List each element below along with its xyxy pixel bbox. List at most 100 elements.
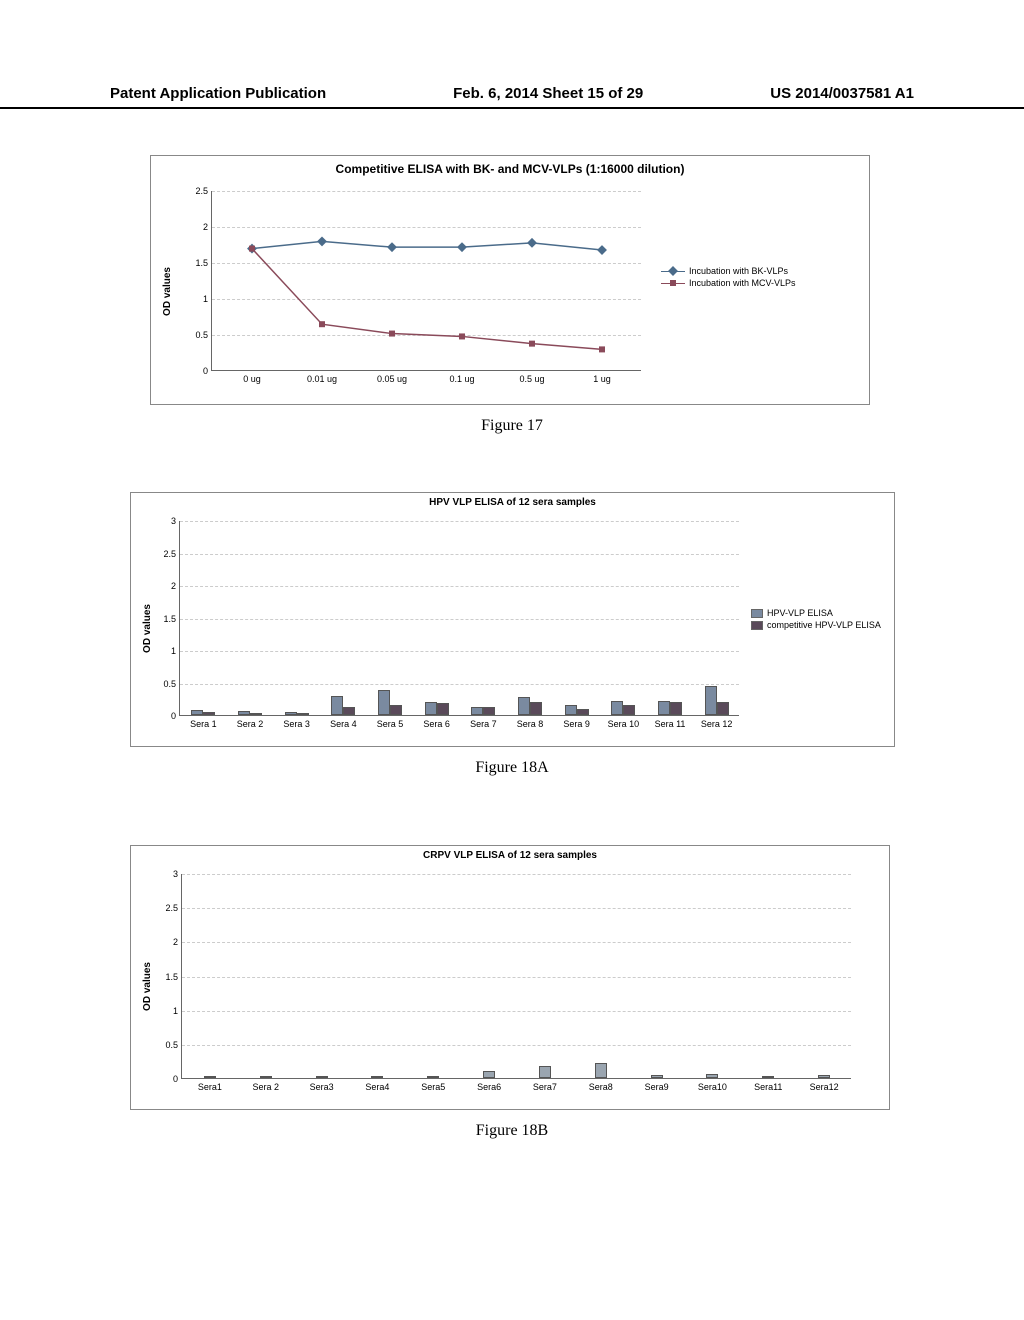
x-tick-label: 0.5 ug	[519, 374, 544, 384]
x-tick-label: Sera 7	[470, 719, 497, 729]
legend-label: HPV-VLP ELISA	[767, 608, 833, 618]
y-tick-label: 2	[203, 222, 208, 232]
plot-area: 00.511.522.50 ug0.01 ug0.05 ug0.1 ug0.5 …	[211, 191, 641, 371]
y-tick-label: 1	[173, 1006, 178, 1016]
chart-legend: HPV-VLP ELISA competitive HPV-VLP ELISA	[751, 608, 881, 632]
y-tick-label: 1	[203, 294, 208, 304]
x-tick-label: Sera 4	[330, 719, 357, 729]
series-line	[252, 241, 602, 250]
plot-area: 00.511.522.53Sera1Sera 2Sera3Sera4Sera5S…	[181, 874, 851, 1079]
x-tick-label: Sera 12	[701, 719, 733, 729]
x-tick-label: Sera 8	[517, 719, 544, 729]
gridline	[180, 619, 739, 620]
diamond-marker-icon	[457, 242, 467, 252]
bar	[260, 1076, 272, 1078]
y-tick-label: 2	[173, 937, 178, 947]
y-tick-label: 0.5	[165, 1040, 178, 1050]
x-tick-label: Sera 2	[252, 1082, 279, 1092]
bar	[651, 1075, 663, 1078]
x-tick-label: 0.1 ug	[449, 374, 474, 384]
legend-label: competitive HPV-VLP ELISA	[767, 620, 881, 630]
bar	[191, 710, 203, 715]
bar	[238, 711, 250, 715]
bar	[285, 712, 297, 715]
legend-label: Incubation with MCV-VLPs	[689, 278, 796, 288]
x-tick-label: Sera7	[533, 1082, 557, 1092]
x-tick-label: Sera 6	[423, 719, 450, 729]
gridline	[182, 1045, 851, 1046]
chart-title: HPV VLP ELISA of 12 sera samples	[131, 493, 894, 512]
bar	[818, 1075, 830, 1078]
figure-18a: HPV VLP ELISA of 12 sera samples OD valu…	[0, 492, 1024, 777]
bar	[595, 1063, 607, 1078]
bar	[204, 1076, 216, 1078]
square-marker-icon	[670, 280, 676, 286]
bar	[623, 705, 635, 715]
x-tick-label: Sera9	[645, 1082, 669, 1092]
y-tick-label: 0	[173, 1074, 178, 1084]
diamond-marker-icon	[668, 266, 678, 276]
series-line	[252, 249, 602, 350]
bar	[530, 702, 542, 715]
diamond-marker-icon	[387, 242, 397, 252]
x-tick-label: Sera1	[198, 1082, 222, 1092]
gridline	[180, 521, 739, 522]
x-tick-label: Sera10	[698, 1082, 727, 1092]
bar	[250, 713, 262, 715]
y-tick-label: 3	[173, 869, 178, 879]
x-tick-label: Sera3	[310, 1082, 334, 1092]
bar	[518, 697, 530, 715]
x-tick-label: Sera 9	[563, 719, 590, 729]
bar	[331, 696, 343, 716]
y-tick-label: 3	[171, 516, 176, 526]
bar	[706, 1074, 718, 1078]
bar	[297, 713, 309, 715]
chart-title: Competitive ELISA with BK- and MCV-VLPs …	[151, 156, 869, 182]
x-tick-label: Sera 5	[377, 719, 404, 729]
page-header: Patent Application Publication Feb. 6, 2…	[0, 85, 1024, 109]
x-tick-label: 0.01 ug	[307, 374, 337, 384]
figure-17: Competitive ELISA with BK- and MCV-VLPs …	[0, 155, 1024, 435]
y-tick-label: 1.5	[163, 614, 176, 624]
y-tick-label: 2.5	[195, 186, 208, 196]
y-tick-label: 0.5	[195, 330, 208, 340]
bar	[658, 701, 670, 715]
y-tick-label: 1.5	[195, 258, 208, 268]
header-right: US 2014/0037581 A1	[770, 85, 914, 102]
gridline	[182, 1011, 851, 1012]
bar	[471, 707, 483, 715]
square-marker-icon	[529, 341, 535, 347]
bar	[371, 1076, 383, 1078]
x-tick-label: Sera8	[589, 1082, 613, 1092]
y-tick-label: 1	[171, 646, 176, 656]
bar	[203, 712, 215, 715]
x-tick-label: 0 ug	[243, 374, 261, 384]
y-tick-label: 2.5	[163, 549, 176, 559]
gridline	[182, 874, 851, 875]
line-chart-svg	[212, 191, 642, 371]
bar	[705, 686, 717, 715]
square-marker-icon	[319, 321, 325, 327]
y-tick-label: 2	[171, 581, 176, 591]
bar	[343, 707, 355, 715]
square-marker-icon	[389, 331, 395, 337]
legend-item: Incubation with BK-VLPs	[661, 266, 796, 276]
gridline	[180, 554, 739, 555]
x-tick-label: Sera 10	[608, 719, 640, 729]
bar	[483, 1071, 495, 1078]
legend-item: competitive HPV-VLP ELISA	[751, 620, 881, 630]
gridline	[182, 942, 851, 943]
chart-title: CRPV VLP ELISA of 12 sera samples	[131, 846, 889, 865]
gridline	[182, 908, 851, 909]
y-tick-label: 2.5	[165, 903, 178, 913]
x-tick-label: Sera11	[754, 1082, 782, 1092]
figure-label: Figure 18A	[0, 759, 1024, 777]
square-marker-icon	[249, 246, 255, 252]
x-tick-label: Sera5	[421, 1082, 445, 1092]
figure-label: Figure 17	[0, 417, 1024, 435]
x-tick-label: 1 ug	[593, 374, 611, 384]
bar	[316, 1076, 328, 1078]
bar	[762, 1076, 774, 1078]
bar	[427, 1076, 439, 1078]
gridline	[180, 586, 739, 587]
